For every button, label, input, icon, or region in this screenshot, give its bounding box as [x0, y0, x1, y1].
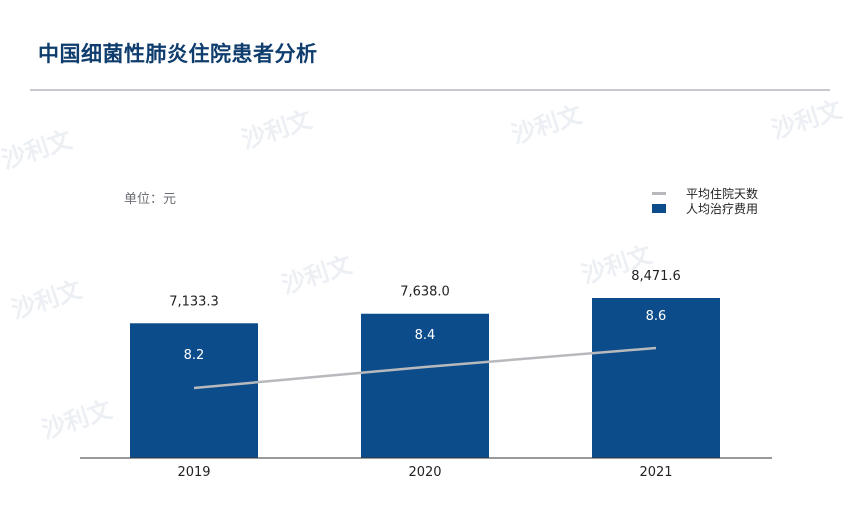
line-series-avg-days [193, 346, 657, 390]
unit-label: 单位：元 [124, 192, 177, 207]
legend-line-swatch [652, 191, 666, 195]
bar-value-label: 8,471.6 [631, 269, 681, 284]
x-tick-label: 2021 [639, 465, 672, 480]
legend-label-line: 平均住院天数 [686, 186, 759, 201]
bar-2020 [361, 313, 489, 458]
legend-bar-swatch [652, 203, 666, 213]
line-value-label: 8.6 [646, 309, 667, 324]
legend-item-bar: 人均治疗费用 [652, 201, 759, 216]
page-title: 中国细菌性肺炎住院患者分析 [38, 42, 318, 66]
bar-value-label: 7,133.3 [169, 294, 219, 309]
bar-2021 [592, 298, 720, 458]
legend: 平均住院天数 人均治疗费用 [652, 186, 758, 216]
bar-value-label: 7,638.0 [400, 285, 450, 300]
legend-item-line: 平均住院天数 [652, 186, 759, 201]
x-tick-label: 2020 [408, 465, 441, 480]
bar-2019 [130, 323, 258, 458]
line-value-label: 8.4 [415, 328, 436, 343]
line-value-label: 8.2 [184, 348, 205, 363]
legend-label-bar: 人均治疗费用 [686, 201, 759, 216]
x-tick-label: 2019 [177, 465, 210, 480]
title-divider [30, 89, 830, 91]
